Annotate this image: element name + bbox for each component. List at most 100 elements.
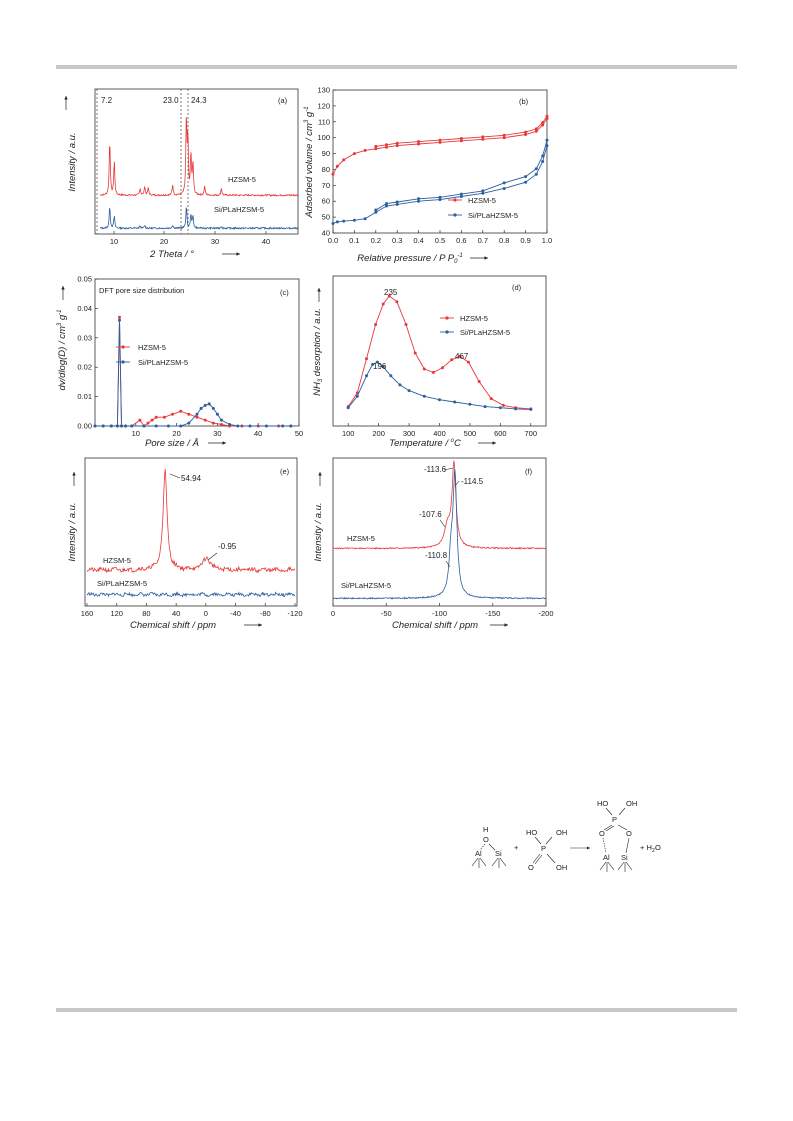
ytick-c-0-01: 0.01	[77, 392, 92, 401]
data-point-siplahzsm5-adsorption	[374, 210, 378, 214]
data-point-siplahzsm5-adsorption	[541, 160, 545, 163]
data-point-hzsm5	[431, 370, 435, 374]
panel-b-label: (b)	[519, 97, 529, 106]
data-point-hzsm5-adsorption	[395, 144, 399, 148]
scheme-o-3: O	[599, 829, 605, 838]
data-point-hzsm5	[171, 412, 174, 416]
data-point-siplahzsm5-desorption	[417, 197, 421, 201]
ytick-c-0-04: 0.04	[77, 304, 92, 313]
legend-siplahzsm5-d: Si/PLaHZSM-5	[460, 328, 510, 337]
data-point-siplahzsm5	[281, 424, 285, 428]
data-point-hzsm5-desorption	[481, 135, 485, 139]
data-point-hzsm5-adsorption	[374, 147, 378, 151]
xtick-d-300: 300	[403, 429, 416, 438]
series-line-hzsm5	[95, 317, 291, 427]
x-axis-title-d: Temperature / oC	[389, 438, 461, 449]
xtick-f--100: -100	[432, 609, 447, 618]
annotation-minus-110-8: -110.8	[425, 551, 448, 560]
x-axis-title-a: 2 Theta / °	[149, 249, 194, 260]
data-point-hzsm5-desorption	[541, 121, 545, 125]
data-point-hzsm5	[387, 294, 391, 298]
data-point-siplahzsm5-adsorption	[438, 198, 442, 202]
data-point-hzsm5-adsorption	[459, 139, 463, 143]
legend-hzsm5-c: HZSM-5	[138, 343, 166, 352]
data-point-siplahzsm5-adsorption	[417, 199, 421, 203]
panel-c: (c) DFT pore size distribution 0.000.010…	[57, 275, 303, 450]
data-point-siplahzsm5-adsorption	[534, 172, 538, 176]
data-point-siplahzsm5-desorption	[395, 200, 399, 204]
scheme-o-1: O	[483, 835, 489, 844]
xtick-f--50: -50	[381, 609, 392, 618]
data-point-hzsm5	[187, 412, 191, 416]
series-line-siplahzsm5	[95, 320, 291, 427]
y-axis-title-b: Adsorbed volume / cm3 g-1	[304, 106, 315, 218]
data-point-hzsm5-desorption	[395, 141, 399, 145]
data-point-siplahzsm5-adsorption	[363, 217, 367, 221]
panel-c-title: DFT pore size distribution	[99, 286, 184, 295]
data-point-hzsm5-adsorption	[481, 137, 485, 141]
data-point-hzsm5-adsorption	[331, 172, 335, 176]
annotation-minus-114-5: -114.5	[461, 477, 484, 486]
ytick-b-120: 120	[317, 101, 330, 110]
xtick-f-0: 0	[331, 609, 335, 618]
data-point-hzsm5	[404, 323, 408, 326]
scheme-o-2: O	[528, 863, 534, 872]
data-point-siplahzsm5	[398, 383, 402, 387]
data-point-siplahzsm5-desorption	[502, 181, 506, 185]
annotation-235: 235	[384, 288, 398, 297]
data-point-siplahzsm5	[289, 424, 293, 428]
series-line-hzsm5	[347, 295, 531, 410]
data-point-siplahzsm5	[130, 424, 134, 428]
data-point-siplahzsm5	[422, 394, 426, 398]
xtick-b-0-4: 0.4	[413, 236, 423, 245]
data-point-siplahzsm5	[154, 424, 158, 428]
y-axis-title-a: Intensity / a.u.	[67, 132, 78, 191]
panel-c-yticks: 0.00 0.01 0.02 0.03 0.04 0.05	[77, 275, 98, 431]
panel-b-yticks: 40 50 60 70 80 90 100 110 120 130	[317, 86, 336, 238]
data-point-hzsm5	[441, 366, 444, 370]
data-point-siplahzsm5-adsorption	[342, 219, 346, 223]
data-point-siplahzsm5	[438, 398, 441, 402]
top-rule	[56, 65, 737, 69]
xtick-e--80: -80	[260, 609, 271, 618]
xtick-c-20: 20	[172, 429, 180, 438]
data-point-hzsm5-adsorption	[417, 142, 421, 146]
xtick-c-40: 40	[254, 429, 262, 438]
ytick-b-100: 100	[317, 133, 330, 142]
xtick-d-500: 500	[464, 429, 477, 438]
annotation-23-0: 23.0	[163, 96, 179, 105]
scheme-al-2: Al	[603, 853, 610, 862]
ytick-b-80: 80	[322, 165, 330, 174]
series-line-siplahzsm5-xrd	[99, 207, 299, 231]
annotation-minus-0-95: -0.95	[218, 542, 237, 551]
xtick-b-0-0: 0.0	[328, 236, 338, 245]
data-point-siplahzsm5-desorption	[541, 154, 545, 158]
panel-b-xticks: 0.0 0.1 0.2 0.3 0.4 0.5 0.6 0.7 0.8 0.9 1.0	[328, 230, 552, 245]
data-point-siplahzsm5	[264, 424, 268, 428]
ytick-b-70: 70	[322, 181, 330, 190]
data-point-hzsm5	[413, 351, 417, 355]
panel-a-label: (a)	[278, 96, 288, 105]
scheme-si-2: Si	[621, 853, 628, 862]
ytick-c-0-03: 0.03	[77, 333, 92, 342]
data-point-siplahzsm5	[166, 424, 170, 428]
ytick-c-0-02: 0.02	[77, 363, 92, 372]
data-point-siplahzsm5-adsorption	[331, 222, 335, 225]
data-point-siplahzsm5-adsorption	[502, 187, 506, 190]
data-point-siplahzsm5	[187, 421, 191, 425]
xtick-e-120: 120	[110, 609, 123, 618]
data-point-hzsm5-adsorption	[342, 158, 346, 162]
legend-siplahzsm5-b: Si/PLaHZSM-5	[468, 211, 518, 220]
xtick-f--200: -200	[538, 609, 553, 618]
data-point-siplahzsm5	[407, 389, 411, 393]
xtick-f--150: -150	[485, 609, 500, 618]
series-label-hzsm5-e: HZSM-5	[103, 556, 131, 565]
xtick-e--120: -120	[287, 609, 302, 618]
data-point-hzsm5-desorption	[502, 133, 506, 137]
data-point-hzsm5	[422, 367, 426, 371]
series-label-hzsm5: HZSM-5	[228, 175, 256, 184]
xtick-d-600: 600	[494, 429, 507, 438]
data-point-siplahzsm5-adsorption	[459, 195, 463, 198]
scheme-ho-2: HO	[597, 799, 608, 808]
